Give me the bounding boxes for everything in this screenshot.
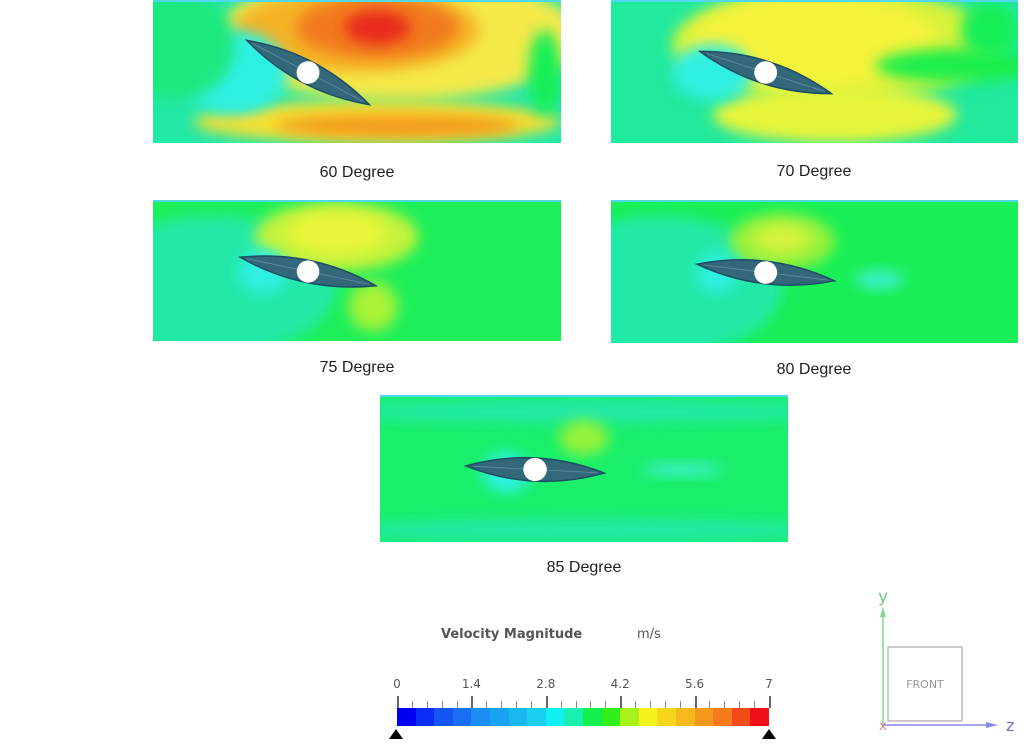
hydrofoil-blade bbox=[463, 456, 607, 483]
hydrofoil-blade bbox=[237, 255, 379, 288]
colorbar-ticks bbox=[397, 696, 771, 708]
contour-panel-p80 bbox=[611, 200, 1018, 343]
hydrofoil-blade bbox=[244, 39, 372, 106]
colorbar-tick-label: 1.4 bbox=[461, 677, 481, 691]
front-face-label: FRONT bbox=[906, 678, 944, 691]
contour-panel-p75 bbox=[153, 200, 561, 341]
panel-caption-p70: 70 Degree bbox=[776, 163, 852, 180]
colorbar-segment bbox=[657, 708, 676, 726]
hub-circle bbox=[523, 457, 547, 482]
contour-panel-p70 bbox=[611, 0, 1018, 143]
colorbar-max-handle[interactable] bbox=[762, 729, 776, 739]
colorbar-segment bbox=[601, 708, 621, 726]
colorbar-segment bbox=[527, 708, 546, 726]
colorbar-segment bbox=[731, 708, 751, 726]
colorbar-segment bbox=[434, 708, 453, 726]
colorbar-tick-label: 5.6 bbox=[685, 677, 705, 691]
panel-caption-p60: 60 Degree bbox=[319, 164, 395, 181]
colorbar-title: Velocity Magnitude bbox=[441, 627, 583, 642]
colorbar-segment bbox=[564, 708, 583, 726]
colorbar-segment bbox=[638, 708, 658, 726]
colorbar-min-handle[interactable] bbox=[389, 729, 403, 739]
contour-panel-p60 bbox=[153, 0, 561, 143]
x-axis-label: x bbox=[879, 719, 887, 734]
colorbar-tick-label: 2.8 bbox=[536, 677, 556, 691]
hydrofoil-blade bbox=[697, 50, 834, 95]
colorbar-tick-label: 4.2 bbox=[610, 677, 630, 691]
colorbar-segment bbox=[545, 708, 565, 726]
colorbar-segment bbox=[750, 708, 769, 726]
colorbar-segment bbox=[415, 708, 435, 726]
hub-circle bbox=[754, 261, 778, 284]
z-axis-label: z bbox=[1006, 716, 1014, 735]
colorbar-segment bbox=[675, 708, 695, 726]
hydrofoil-blade bbox=[694, 259, 837, 286]
panel-caption-p75: 75 Degree bbox=[319, 359, 395, 376]
colorbar-segment bbox=[471, 708, 490, 726]
colorbar-segment bbox=[582, 708, 602, 726]
hub-circle bbox=[296, 61, 320, 84]
panel-caption-p85: 85 Degree bbox=[546, 559, 622, 576]
colorbar-segment bbox=[397, 708, 416, 726]
contour-panel-p85 bbox=[380, 395, 788, 542]
colorbar-segment bbox=[694, 708, 714, 726]
colorbar bbox=[397, 708, 769, 726]
colorbar-tick-label: 7 bbox=[765, 677, 773, 691]
colorbar-segment bbox=[713, 708, 732, 726]
colorbar-unit: m/s bbox=[637, 627, 661, 642]
panel-caption-p80: 80 Degree bbox=[776, 361, 852, 378]
colorbar-tick-label: 0 bbox=[393, 677, 401, 691]
hub-circle bbox=[296, 260, 320, 283]
colorbar-segment bbox=[489, 708, 509, 726]
orientation-triad[interactable]: y z FRONT x bbox=[870, 585, 1024, 744]
colorbar-segment bbox=[452, 708, 472, 726]
hub-circle bbox=[754, 61, 778, 84]
y-axis-label: y bbox=[878, 587, 888, 607]
colorbar-segment bbox=[620, 708, 639, 726]
colorbar-segment bbox=[508, 708, 528, 726]
